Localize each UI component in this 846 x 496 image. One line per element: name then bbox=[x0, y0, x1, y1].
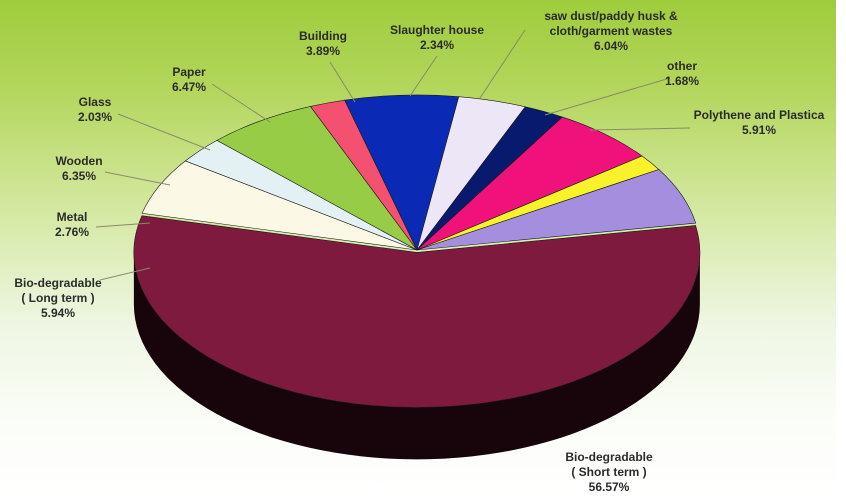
label-building: Building 3.89% bbox=[299, 29, 347, 58]
leader-line-wooden bbox=[104, 171, 171, 186]
slice-name: Wooden bbox=[55, 154, 102, 168]
label-metal: Metal 2.76% bbox=[55, 210, 89, 239]
slice-percent: 2.03% bbox=[78, 110, 112, 124]
slice-name: Slaughter house bbox=[390, 23, 484, 37]
leader-line-saw-dust-paddy-husk-cloth-garment-wastes bbox=[479, 29, 526, 99]
slice-percent: 3.89% bbox=[306, 44, 340, 58]
label-polythene-and-plastica: Polythene and Plastica 5.91% bbox=[694, 108, 825, 137]
slice-name: other bbox=[667, 59, 697, 73]
leader-line-polythene-and-plastica bbox=[589, 127, 691, 131]
slice-name: Metal bbox=[57, 210, 88, 224]
slice-labels: Bio-degradable( Short term ) 56.57%Bio-de… bbox=[14, 9, 824, 494]
leader-line-building bbox=[329, 61, 356, 103]
leader-line-slaughter-house bbox=[409, 55, 438, 97]
slice-percent: 6.35% bbox=[62, 169, 96, 183]
label-saw-dust-paddy-husk-cloth-garment-wastes: saw dust/paddy husk & cloth/garment waste… bbox=[544, 9, 678, 53]
slice-percent: 56.57% bbox=[589, 480, 630, 494]
slice-name: Glass bbox=[79, 95, 112, 109]
leader-line-metal bbox=[95, 222, 151, 228]
label-other: other 1.68% bbox=[665, 59, 699, 88]
slice-bio-degradable-short-term bbox=[133, 215, 701, 408]
slice-percent: 6.04% bbox=[594, 39, 628, 53]
label-wooden: Wooden 6.35% bbox=[55, 154, 102, 183]
leader-line-paper bbox=[211, 83, 271, 123]
leader-lines bbox=[95, 29, 691, 281]
slice-percent: 6.47% bbox=[172, 80, 206, 94]
pie-top-layer bbox=[133, 94, 701, 408]
label-bio-degradable-short-term: Bio-degradable( Short term ) 56.57% bbox=[565, 450, 653, 494]
slice-percent: 2.76% bbox=[55, 225, 89, 239]
slice-name: cloth/garment wastes bbox=[550, 24, 673, 38]
leader-line-other bbox=[544, 77, 671, 116]
pie-depth-layer bbox=[133, 252, 700, 460]
label-paper: Paper 6.47% bbox=[172, 65, 206, 94]
slice-paper bbox=[344, 94, 460, 251]
leader-line-glass bbox=[117, 113, 211, 151]
slice-wooden bbox=[216, 106, 418, 251]
slice-name: Paper bbox=[172, 65, 206, 79]
label-glass: Glass 2.03% bbox=[78, 95, 112, 124]
slice-percent: 1.68% bbox=[665, 74, 699, 88]
slice-name: ( Long term ) bbox=[21, 291, 94, 305]
label-bio-degradable-long-term: Bio-degradable( Long term ) 5.94% bbox=[14, 276, 102, 320]
slice-percent: 5.94% bbox=[41, 306, 75, 320]
slice-percent: 2.34% bbox=[420, 38, 454, 52]
slice-side-bio-degradable-short-term bbox=[133, 252, 700, 460]
slice-name: Bio-degradable bbox=[14, 276, 102, 290]
slice-name: Bio-degradable bbox=[565, 450, 653, 464]
slice-percent: 5.91% bbox=[742, 123, 776, 137]
slice-name: Building bbox=[299, 29, 347, 43]
leader-line-bio-degradable-long-term bbox=[99, 267, 151, 281]
slice-name: Polythene and Plastica bbox=[694, 108, 825, 122]
slice-polythene-and-plastica bbox=[416, 169, 697, 251]
label-slaughter-house: Slaughter house 2.34% bbox=[390, 23, 484, 52]
slice-name: saw dust/paddy husk & bbox=[544, 9, 678, 23]
slice-name: ( Short term ) bbox=[571, 465, 646, 479]
